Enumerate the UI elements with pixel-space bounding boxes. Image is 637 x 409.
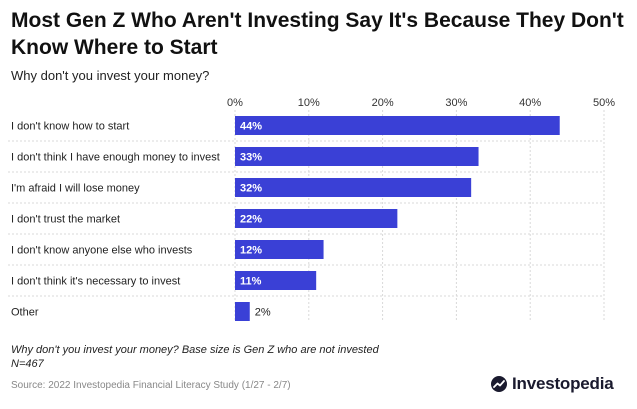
category-label: I don't think it's necessary to invest bbox=[11, 276, 180, 288]
category-label: I don't know anyone else who invests bbox=[11, 245, 193, 257]
value-label: 44% bbox=[240, 121, 262, 133]
x-tick-label: 0% bbox=[227, 97, 243, 109]
value-label: 22% bbox=[240, 214, 262, 226]
chart-title: Most Gen Z Who Aren't Investing Say It's… bbox=[11, 9, 624, 59]
bar bbox=[235, 302, 250, 321]
value-label: 11% bbox=[240, 276, 262, 288]
x-tick-label: 40% bbox=[519, 97, 541, 109]
footnote-sample-size: N=467 bbox=[11, 358, 44, 370]
value-label: 12% bbox=[240, 245, 262, 257]
bars bbox=[235, 116, 560, 321]
footnote-question: Why don't you invest your money? Base si… bbox=[11, 344, 379, 356]
x-tick-label: 30% bbox=[445, 97, 467, 109]
category-label: I don't know how to start bbox=[11, 121, 129, 133]
x-tick-label: 20% bbox=[372, 97, 394, 109]
investopedia-logo: Investopedia bbox=[490, 373, 614, 395]
bar-chart: 0% 10% 20% 30% 40% 50% I don't know how to st… bbox=[8, 97, 615, 322]
category-label: I don't think I have enough money to inv… bbox=[11, 152, 220, 164]
bar bbox=[235, 147, 479, 166]
bar bbox=[235, 116, 560, 135]
chart-subtitle: Why don't you invest your money? bbox=[11, 68, 210, 83]
bar bbox=[235, 271, 317, 290]
category-label: Other bbox=[11, 307, 39, 319]
footnote: Why don't you invest your money? Base si… bbox=[11, 343, 379, 371]
bar bbox=[235, 209, 398, 228]
investopedia-logo-icon bbox=[491, 376, 507, 392]
category-labels: I don't know how to start I don't think I… bbox=[11, 121, 220, 319]
investopedia-logo-text: Investopedia bbox=[512, 374, 614, 393]
value-labels: 44% 33% 32% 22% 12% 11% 2% bbox=[240, 121, 271, 319]
x-tick-label: 10% bbox=[298, 97, 320, 109]
category-label: I don't trust the market bbox=[11, 214, 120, 226]
value-label: 33% bbox=[240, 152, 262, 164]
source-note: Source: 2022 Investopedia Financial Lite… bbox=[11, 380, 291, 391]
bar bbox=[235, 240, 324, 259]
value-label: 2% bbox=[255, 307, 271, 319]
value-label: 32% bbox=[240, 183, 262, 195]
bar bbox=[235, 178, 472, 197]
category-label: I'm afraid I will lose money bbox=[11, 183, 140, 195]
x-tick-label: 50% bbox=[593, 97, 615, 109]
x-axis-ticks: 0% 10% 20% 30% 40% 50% bbox=[227, 97, 615, 109]
